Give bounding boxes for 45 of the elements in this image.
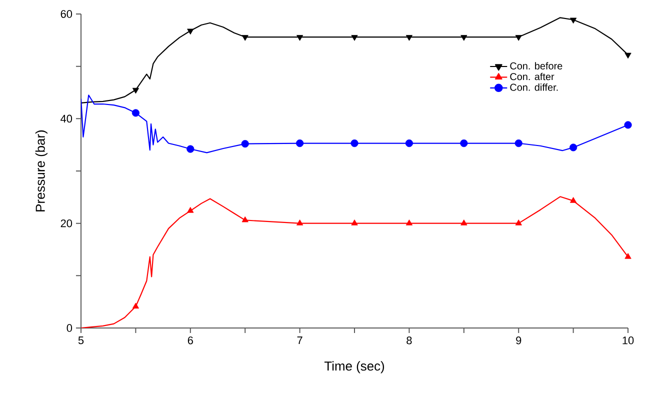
- point: [624, 52, 632, 59]
- point: [570, 144, 578, 152]
- legend-label: Con. after: [510, 72, 554, 80]
- point: [406, 35, 413, 41]
- y-tick-label: 40: [60, 114, 72, 123]
- point: [514, 139, 522, 148]
- point: [515, 35, 522, 41]
- point: [296, 139, 304, 148]
- point: [460, 220, 468, 226]
- point: [624, 253, 632, 259]
- point: [242, 35, 248, 41]
- point: [186, 145, 194, 153]
- point: [460, 139, 468, 148]
- point: [350, 139, 358, 148]
- y-tick-label: 60: [60, 10, 72, 18]
- point: [132, 302, 140, 309]
- x-tick-label: 8: [406, 336, 412, 344]
- point: [351, 35, 358, 41]
- point: [241, 140, 249, 148]
- point: [242, 216, 248, 222]
- point: [570, 197, 577, 203]
- point: [132, 109, 140, 117]
- y-axis-title: Pressure (bar): [35, 130, 48, 212]
- point: [406, 220, 413, 226]
- point: [351, 220, 358, 226]
- x-tick-label: 10: [622, 336, 634, 344]
- y-tick-label: 0: [66, 324, 72, 332]
- point: [515, 220, 522, 226]
- x-tick-label: 6: [188, 336, 193, 344]
- point: [296, 220, 304, 226]
- point: [187, 206, 194, 213]
- x-axis-title: Time (sec): [324, 361, 384, 374]
- legend-label: Con. before: [510, 62, 562, 70]
- point: [460, 35, 468, 41]
- point: [296, 35, 304, 41]
- point: [405, 139, 414, 148]
- point: [132, 88, 140, 94]
- y-tick-label: 20: [60, 219, 72, 228]
- point: [624, 121, 632, 129]
- x-tick-label: 5: [78, 336, 84, 344]
- x-tick-label: 9: [516, 336, 522, 344]
- legend-label: Con. differ.: [510, 84, 558, 91]
- point: [187, 28, 194, 35]
- x-tick-label: 7: [297, 336, 302, 344]
- point: [570, 18, 577, 24]
